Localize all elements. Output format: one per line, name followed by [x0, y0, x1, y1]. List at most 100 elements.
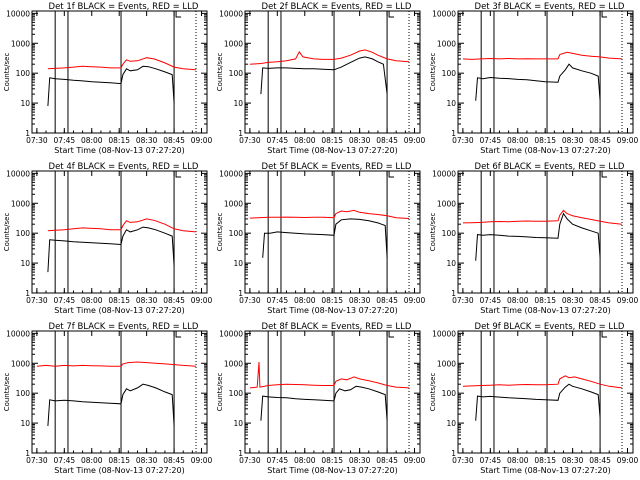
x-tick-label: 07:30 [26, 296, 48, 305]
plot-frame [457, 10, 634, 134]
flag-marker [601, 11, 608, 18]
plot-frame [457, 170, 634, 294]
series-events-line [47, 65, 175, 107]
y-tick-label: 100 [229, 69, 244, 78]
plot-frame [31, 170, 208, 294]
series-events-line [260, 56, 388, 95]
x-axis-label: Start Time (08-Nov-13 07:27:20) [480, 146, 610, 155]
y-tick-label: 100 [229, 229, 244, 238]
plot-title: Det 6f BLACK = Events, RED = LLD [475, 162, 625, 172]
y-tick-label: 10 [233, 419, 243, 428]
x-tick-label: 07:30 [452, 136, 474, 145]
x-tick-label: 08:45 [163, 296, 185, 305]
y-tick-label: 1 [451, 129, 456, 138]
x-axis-label: Start Time (08-Nov-13 07:27:20) [54, 146, 184, 155]
panel-det-2: Det 2f BLACK = Events, RED = LLD Counts/s… [216, 2, 426, 155]
panel-det-8: Det 8f BLACK = Events, RED = LLD Counts/s… [216, 322, 426, 475]
x-tick-label: 07:45 [267, 296, 289, 305]
x-tick-label: 08:15 [108, 456, 130, 465]
x-tick-label: 07:45 [267, 136, 289, 145]
y-tick-label: 10000 [219, 329, 243, 338]
x-tick-label: 08:00 [294, 456, 316, 465]
series-events-line [262, 218, 388, 258]
x-tick-label: 09:00 [617, 456, 639, 465]
x-tick-label: 08:00 [294, 296, 316, 305]
y-tick-label: 1 [451, 289, 456, 298]
x-axis-label: Start Time (08-Nov-13 07:27:20) [267, 466, 397, 475]
plot-frame [244, 170, 421, 294]
x-tick-label: 08:15 [534, 136, 556, 145]
y-tick-label: 1 [238, 289, 243, 298]
x-tick-label: 08:00 [81, 296, 103, 305]
y-tick-label: 1000 [11, 39, 30, 48]
x-axis-label: Start Time (08-Nov-13 07:27:20) [267, 146, 397, 155]
y-tick-label: 100 [229, 389, 244, 398]
x-tick-label: 08:15 [321, 296, 343, 305]
series-lld-line [462, 375, 623, 389]
plot-title: Det 8f BLACK = Events, RED = LLD [262, 322, 412, 332]
flag-marker [601, 171, 608, 178]
flag-marker [388, 331, 395, 338]
x-axis-label: Start Time (08-Nov-13 07:27:20) [54, 466, 184, 475]
x-axis-label: Start Time (08-Nov-13 07:27:20) [480, 466, 610, 475]
y-tick-label: 1000 [437, 39, 456, 48]
y-tick-label: 1 [238, 129, 243, 138]
x-tick-label: 07:45 [480, 296, 502, 305]
plot-title: Det 3f BLACK = Events, RED = LLD [475, 2, 625, 12]
y-tick-label: 1 [238, 449, 243, 458]
x-tick-label: 08:00 [507, 456, 529, 465]
series-lld-line [249, 49, 410, 65]
x-tick-label: 08:15 [321, 136, 343, 145]
x-tick-label: 08:15 [108, 296, 130, 305]
x-tick-label: 08:30 [562, 136, 584, 145]
x-tick-label: 08:00 [81, 136, 103, 145]
x-tick-label: 09:00 [617, 136, 639, 145]
y-tick-label: 10 [446, 99, 456, 108]
plot-title: Det 5f BLACK = Events, RED = LLD [262, 162, 412, 172]
y-tick-label: 100 [442, 229, 457, 238]
y-tick-label: 100 [442, 69, 457, 78]
panel-det-1: Det 1f BLACK = Events, RED = LLD Counts/s… [3, 2, 213, 155]
y-tick-label: 10 [446, 419, 456, 428]
flag-marker [175, 331, 182, 338]
y-tick-label: 1000 [224, 199, 243, 208]
plot-frame [457, 330, 634, 454]
x-tick-label: 08:30 [136, 296, 158, 305]
series-lld-line [36, 361, 197, 367]
plot-frame [31, 10, 208, 134]
y-tick-label: 1000 [437, 199, 456, 208]
series-events-line [47, 226, 175, 273]
y-axis-label: Counts/sec [216, 53, 224, 92]
x-tick-label: 07:30 [239, 456, 261, 465]
x-tick-label: 08:45 [376, 456, 398, 465]
x-tick-label: 08:45 [163, 456, 185, 465]
x-tick-label: 07:45 [480, 456, 502, 465]
x-tick-label: 07:45 [480, 136, 502, 145]
y-tick-label: 100 [16, 389, 31, 398]
x-tick-label: 07:45 [54, 136, 76, 145]
panel-det-3: Det 3f BLACK = Events, RED = LLD Counts/s… [429, 2, 639, 155]
plot-title: Det 7f BLACK = Events, RED = LLD [49, 322, 199, 332]
y-tick-label: 1 [451, 449, 456, 458]
x-tick-label: 07:30 [452, 456, 474, 465]
x-tick-label: 08:00 [507, 296, 529, 305]
plot-title: Det 2f BLACK = Events, RED = LLD [262, 2, 412, 12]
x-tick-label: 09:00 [191, 296, 213, 305]
x-tick-label: 07:30 [452, 296, 474, 305]
series-lld-line [462, 209, 623, 225]
y-tick-label: 10000 [219, 9, 243, 18]
flag-marker [175, 11, 182, 18]
y-axis-label: Counts/sec [216, 213, 224, 252]
flag-marker [388, 11, 395, 18]
y-axis-label: Counts/sec [429, 213, 437, 252]
x-axis-label: Start Time (08-Nov-13 07:27:20) [54, 306, 184, 315]
y-tick-label: 10 [20, 99, 30, 108]
y-tick-label: 1000 [11, 359, 30, 368]
y-axis-label: Counts/sec [3, 213, 11, 252]
y-axis-label: Counts/sec [429, 53, 437, 92]
y-tick-label: 1000 [11, 199, 30, 208]
x-tick-label: 08:30 [562, 296, 584, 305]
y-tick-label: 10 [233, 259, 243, 268]
plot-title: Det 1f BLACK = Events, RED = LLD [49, 2, 199, 12]
